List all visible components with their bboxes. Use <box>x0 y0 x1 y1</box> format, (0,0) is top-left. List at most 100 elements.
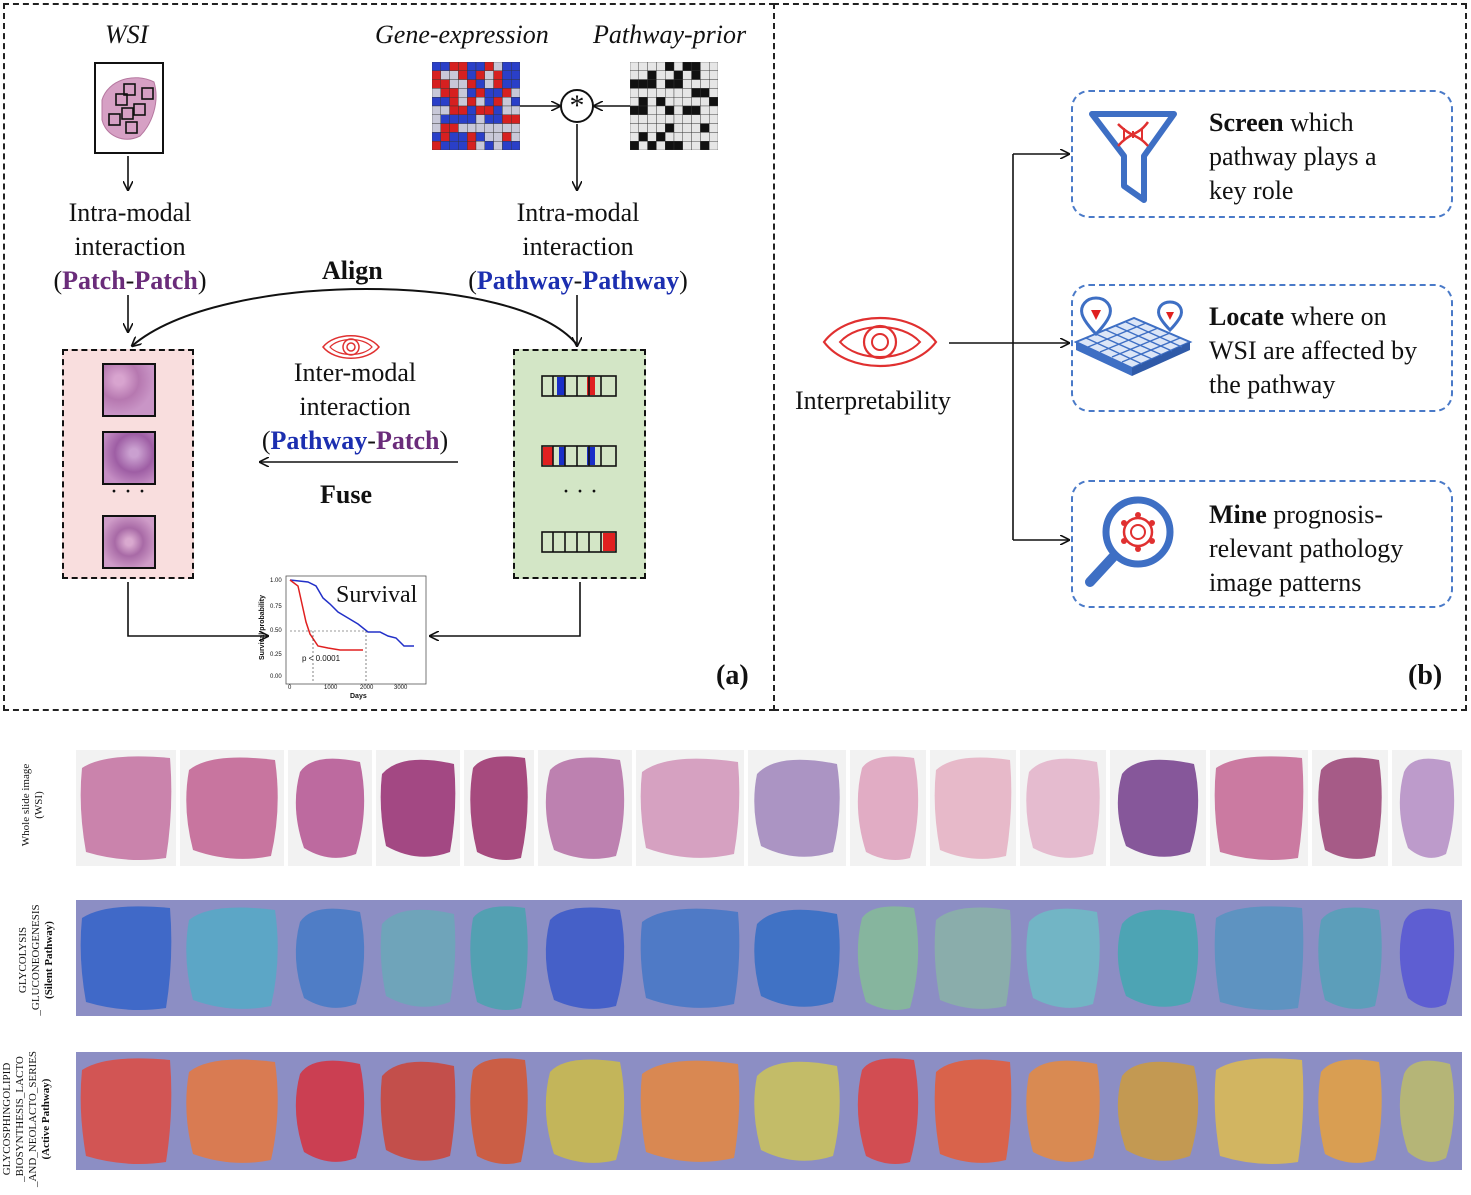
tissue-tile <box>1210 900 1308 1016</box>
tissue-tile <box>1020 1052 1106 1170</box>
tissue-tile <box>76 900 176 1016</box>
tissue-tile <box>180 900 284 1016</box>
row-label-silent-pathway: GLYCOLYSIS _GLUCONEOGENESIS (Silent Path… <box>17 904 55 1016</box>
tissue-tile <box>464 900 534 1016</box>
tissue-tile <box>538 1052 632 1170</box>
km-xtick-0: 0 <box>288 685 292 691</box>
fuse-label: Fuse <box>320 480 372 509</box>
patch-image-2 <box>102 431 156 485</box>
tissue-tile <box>636 1052 744 1170</box>
km-pvalue: p < 0.0001 <box>302 654 341 663</box>
km-ytick-000: 0.00 <box>270 674 282 680</box>
patch-token-box: · · · <box>62 349 194 579</box>
km-ytick-025: 0.25 <box>270 652 282 658</box>
tissue-tile <box>180 1052 284 1170</box>
panel-b <box>773 3 1467 711</box>
mine-box <box>1071 480 1453 608</box>
pathway-prior-title: Pathway-prior <box>593 20 747 49</box>
tissue-tile <box>1392 900 1462 1016</box>
tissue-tile <box>930 900 1016 1016</box>
tissue-tile <box>930 750 1016 866</box>
tissue-tile <box>538 900 632 1016</box>
tissue-tile <box>464 750 534 866</box>
km-xtick-2000: 2000 <box>360 685 374 691</box>
tissue-tile <box>748 750 846 866</box>
map-grid-pin-icon <box>1072 296 1194 383</box>
inter-modal-label: Inter-modal interaction (Pathway-Patch) <box>261 358 449 455</box>
tissue-tile <box>1312 900 1388 1016</box>
screen-text: Screen which pathway plays a key role <box>1209 108 1377 205</box>
tissue-tile <box>1392 1052 1462 1170</box>
tissue-tile <box>1210 1052 1308 1170</box>
panel-a-connectors <box>0 89 630 712</box>
mine-text: Mine prognosis- relevant pathology image… <box>1209 500 1404 597</box>
pathway-ellipsis: · · · <box>562 479 598 505</box>
tissue-tile <box>76 1052 176 1170</box>
km-ytick-050: 0.50 <box>270 628 282 634</box>
tissue-tile <box>76 750 176 866</box>
survival-curve-plot: Survival probability 1.00 0.75 0.50 0.25… <box>259 574 430 702</box>
tissue-tile <box>376 750 460 866</box>
intra-modal-right-label: Intra-modal interaction (Pathway-Pathway… <box>468 198 688 295</box>
panel-b-connectors <box>949 0 1471 712</box>
tissue-tile <box>850 1052 926 1170</box>
tissue-tile <box>1312 1052 1388 1170</box>
tissue-tile <box>288 900 372 1016</box>
wsi-thumbnail <box>94 62 164 159</box>
tissue-tile <box>1110 750 1206 866</box>
survival-label: Survival <box>336 582 418 608</box>
km-xtick-1000: 1000 <box>324 685 338 691</box>
tissue-tile <box>464 1052 534 1170</box>
tissue-tile <box>850 900 926 1016</box>
tissue-tile <box>1110 900 1206 1016</box>
tissue-tile <box>376 1052 460 1170</box>
wsi-title: WSI <box>105 20 149 49</box>
tissue-tile <box>1392 750 1462 866</box>
align-label: Align <box>322 256 383 285</box>
pathway-token-vectors <box>541 375 617 553</box>
patch-image-1 <box>102 363 156 417</box>
tissue-tile <box>1110 1052 1206 1170</box>
magnifier-cell-icon <box>1080 492 1180 597</box>
tissue-tile <box>1210 750 1308 866</box>
pathway-prior-matrix <box>629 61 719 155</box>
panel-a-label: (a) <box>716 660 749 691</box>
tissue-tile <box>850 750 926 866</box>
tissue-tile <box>1312 750 1388 866</box>
tissue-tile <box>636 750 744 866</box>
row-label-active-pathway: GLYCOSPHINGOLIPID _BIOSYNTHESIS_LACTO _A… <box>1 1050 52 1188</box>
row-label-wsi: Whole slide image (WSI) <box>20 763 45 847</box>
locate-box <box>1071 284 1453 412</box>
star-operator: * <box>569 89 585 122</box>
tissue-tile <box>930 1052 1016 1170</box>
km-xtick-3000: 3000 <box>394 685 408 691</box>
intra-modal-left-label: Intra-modal interaction (Patch-Patch) <box>53 198 207 295</box>
tissue-tile <box>288 1052 372 1170</box>
funnel-dna-icon <box>1088 108 1178 213</box>
tissue-tile <box>1020 900 1106 1016</box>
interpretability-label: Interpretability <box>795 386 951 415</box>
tissue-tile <box>1020 750 1106 866</box>
km-ytick-075: 0.75 <box>270 604 282 610</box>
tissue-tile <box>748 1052 846 1170</box>
tissue-tile <box>748 900 846 1016</box>
km-xlabel: Days <box>350 693 367 700</box>
tissue-tile <box>636 900 744 1016</box>
pathway-token-box: · · · <box>513 349 646 579</box>
tissue-tile <box>376 900 460 1016</box>
gene-expression-matrix <box>431 61 521 155</box>
patch-image-3 <box>102 515 156 569</box>
tissue-tile <box>180 750 284 866</box>
silent-pathway-row <box>76 900 1462 1016</box>
tissue-tile <box>288 750 372 866</box>
km-ytick-100: 1.00 <box>270 578 282 584</box>
screen-box <box>1071 90 1453 218</box>
km-ylabel: Survival probability <box>258 595 266 660</box>
active-pathway-row <box>76 1052 1462 1170</box>
interpretability-eye-icon <box>820 308 940 381</box>
panel-b-label: (b) <box>1408 660 1443 691</box>
wsi-row <box>76 750 1462 866</box>
locate-text: Locate where on WSI are affected by the … <box>1209 302 1418 399</box>
gene-expression-title: Gene-expression <box>375 20 549 49</box>
tissue-tile <box>538 750 632 866</box>
